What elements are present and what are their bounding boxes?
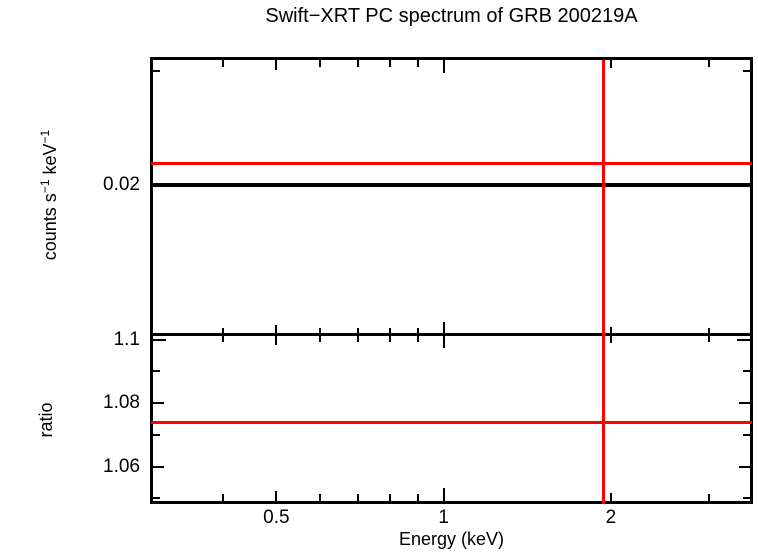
spectrum-y-axis-label-text2: keV <box>40 143 60 180</box>
ratio-y-axis-label: ratio <box>36 402 56 438</box>
y-axis-tick <box>153 402 164 405</box>
y-tick-label: 1.08 <box>103 392 140 414</box>
x-axis-tick <box>356 60 359 67</box>
y-axis-tick <box>153 338 166 341</box>
x-axis-tick <box>442 488 445 501</box>
x-axis-tick <box>275 491 278 501</box>
x-axis-tick <box>417 327 420 342</box>
y-axis-tick <box>737 338 750 341</box>
x-axis-tick <box>609 493 612 501</box>
x-axis-tick <box>319 60 322 67</box>
y-axis-tick <box>153 69 160 72</box>
x-axis-label: Energy (keV) <box>398 529 505 549</box>
y-axis-tick <box>153 465 164 468</box>
x-tick-label: 0.5 <box>263 507 290 528</box>
x-axis-tick <box>388 494 391 501</box>
x-axis-tick <box>275 60 278 70</box>
superscript-minus-one: −1 <box>38 179 52 194</box>
x-axis-tick <box>221 60 224 67</box>
superscript-minus-one-2: −1 <box>38 129 52 144</box>
y-axis-tick <box>743 433 750 436</box>
plot-title: Swift−XRT PC spectrum of GRB 200219A <box>265 5 638 27</box>
x-axis-tick <box>221 494 224 501</box>
x-axis-tick <box>609 326 612 343</box>
y-tick-label: 1.06 <box>103 455 140 477</box>
x-axis-tick <box>707 60 710 67</box>
model-ratio-line <box>151 420 752 424</box>
x-axis-tick <box>356 327 359 342</box>
x-axis-tick <box>442 60 445 73</box>
y-tick-label: 0.02 <box>103 174 140 196</box>
x-axis-tick <box>707 327 710 342</box>
spectrum-y-axis-label: counts s−1 keV−1 <box>34 65 60 325</box>
y-axis-tick <box>739 465 750 468</box>
shared-x-axis-line <box>150 333 753 336</box>
x-axis-tick <box>221 327 224 342</box>
x-tick-label: 2 <box>605 507 617 528</box>
x-axis-tick <box>275 324 278 345</box>
x-axis-tick <box>417 494 420 501</box>
x-axis-tick <box>388 327 391 342</box>
y-axis-tick <box>153 433 160 436</box>
model-line <box>151 161 752 165</box>
y-tick-label: 1.1 <box>113 328 140 350</box>
y-axis-tick <box>743 69 750 72</box>
data-line <box>151 183 752 188</box>
crosshair-line <box>602 60 606 504</box>
x-axis-tick <box>442 321 445 348</box>
x-axis-tick <box>707 494 710 501</box>
x-axis-tick <box>388 60 391 67</box>
y-axis-tick <box>743 370 750 373</box>
x-tick-label: 1 <box>438 507 449 528</box>
plot-frame <box>150 57 753 504</box>
x-axis-tick <box>417 60 420 67</box>
y-axis-tick <box>739 402 750 405</box>
y-axis-tick <box>743 497 750 500</box>
spectrum-y-axis-label-text: counts s <box>40 193 60 261</box>
y-axis-tick <box>153 370 160 373</box>
x-axis-tick <box>319 327 322 342</box>
x-axis-tick <box>609 60 612 68</box>
x-axis-tick <box>356 494 359 501</box>
x-axis-tick <box>319 494 322 501</box>
y-axis-tick <box>153 497 160 500</box>
